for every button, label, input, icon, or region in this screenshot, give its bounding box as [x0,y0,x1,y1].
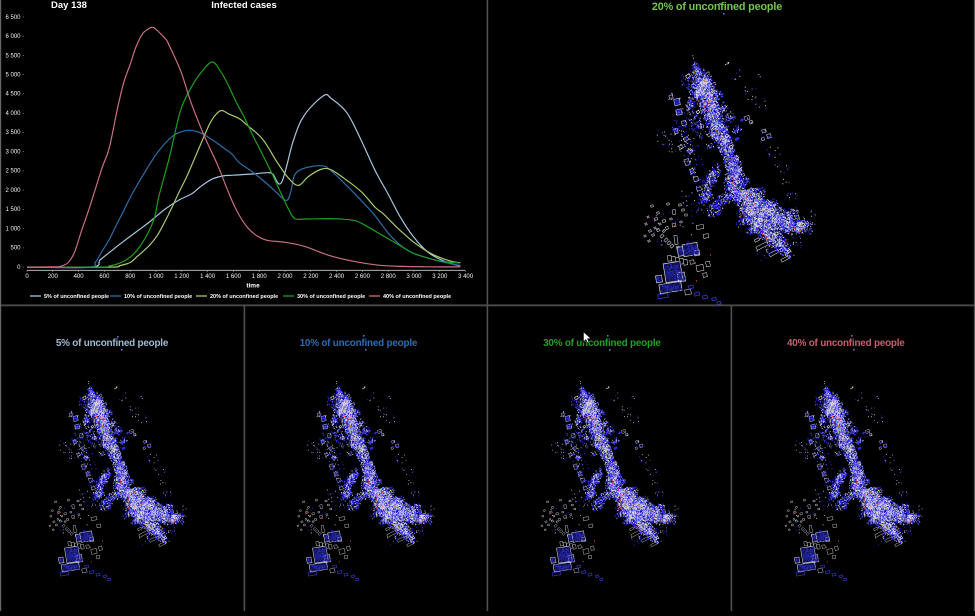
svg-text:Day 138: Day 138 [51,0,87,11]
svg-text:5 500: 5 500 [5,53,21,59]
svg-text:40% of unconfined people: 40% of unconfined people [383,294,451,300]
svg-text:1 200: 1 200 [174,274,190,280]
svg-text:time: time [246,283,260,290]
svg-text:2 500: 2 500 [5,169,21,175]
svg-text:5% of unconfined people: 5% of unconfined people [44,294,109,300]
svg-text:30% of unconfined people: 30% of unconfined people [543,338,661,349]
svg-text:5% of unconfined people: 5% of unconfined people [56,338,169,349]
svg-text:0: 0 [25,274,29,280]
svg-text:4 500: 4 500 [5,92,21,98]
svg-text:1 000: 1 000 [148,274,164,280]
svg-text:500: 500 [10,246,21,252]
svg-text:3 200: 3 200 [432,274,448,280]
svg-text:10% of unconfined people: 10% of unconfined people [300,338,418,349]
svg-text:3 500: 3 500 [5,130,21,136]
svg-text:2 000: 2 000 [277,274,293,280]
svg-text:2 800: 2 800 [381,274,397,280]
svg-text:200: 200 [48,274,59,280]
svg-text:3 000: 3 000 [5,150,21,156]
svg-text:3 400: 3 400 [458,274,474,280]
svg-text:1 800: 1 800 [252,274,268,280]
svg-text:Infected cases: Infected cases [211,0,276,11]
svg-text:30% of unconfined people: 30% of unconfined people [297,294,365,300]
svg-text:5 000: 5 000 [5,73,21,79]
svg-text:400: 400 [74,274,85,280]
svg-text:10% of unconfined people: 10% of unconfined people [124,294,192,300]
svg-text:2 600: 2 600 [355,274,371,280]
svg-text:1 600: 1 600 [226,274,242,280]
svg-text:800: 800 [125,274,136,280]
svg-text:2 200: 2 200 [303,274,319,280]
svg-text:6 000: 6 000 [5,34,21,40]
svg-text:1 500: 1 500 [5,207,21,213]
svg-text:20% of unconfined people: 20% of unconfined people [652,1,782,13]
svg-text:1 400: 1 400 [200,274,216,280]
svg-text:4 000: 4 000 [5,111,21,117]
svg-text:600: 600 [99,274,110,280]
svg-text:20% of unconfined people: 20% of unconfined people [210,294,278,300]
svg-text:6 500: 6 500 [5,15,21,21]
svg-text:2 000: 2 000 [5,188,21,194]
svg-text:0: 0 [17,265,21,271]
svg-text:2 400: 2 400 [329,274,345,280]
svg-text:1 000: 1 000 [5,226,21,232]
svg-text:40% of unconfined people: 40% of unconfined people [787,338,905,349]
svg-text:3 000: 3 000 [406,274,422,280]
